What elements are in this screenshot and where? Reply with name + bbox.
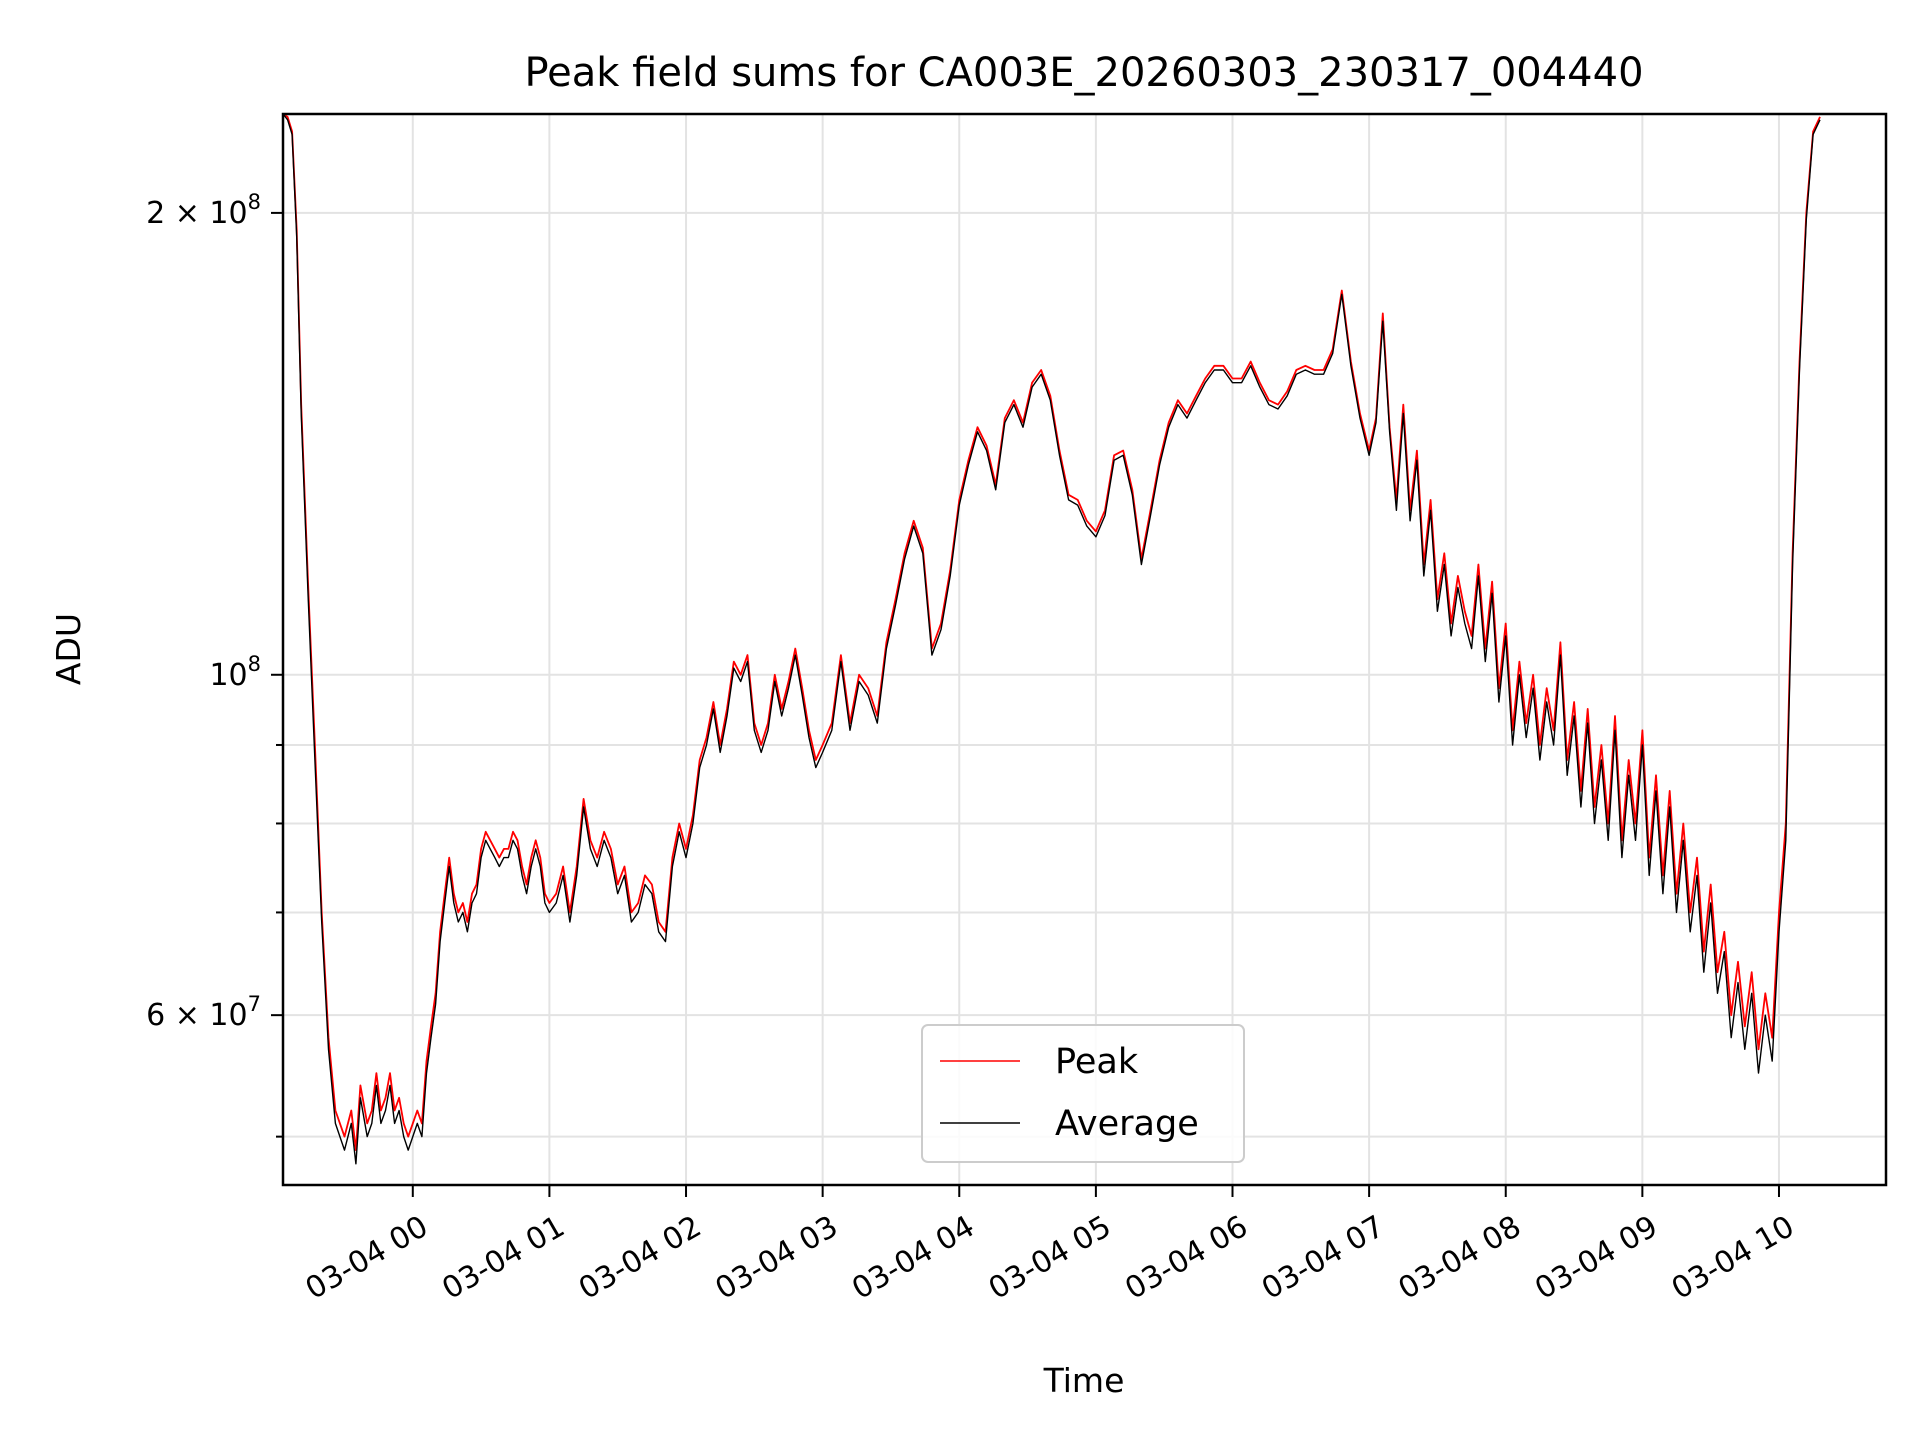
y-tick-label: 108 (209, 652, 261, 693)
x-axis-label: Time (1043, 1361, 1125, 1400)
series-line-average (282, 113, 1821, 1165)
plot-frame (281, 112, 1888, 1187)
chart-title: Peak field sums for CA003E_20260303_2303… (524, 50, 1643, 96)
y-tick-label: 2 × 108 (146, 190, 261, 231)
y-axis: 6 × 107 108 2 × 108 (146, 190, 283, 1138)
legend: Peak Average (921, 1024, 1245, 1163)
legend-average-label: Average (1055, 1104, 1199, 1144)
series-line-peak (282, 113, 1821, 1151)
legend-box (921, 1024, 1245, 1163)
y-tick-label: 6 × 107 (146, 992, 261, 1033)
legend-peak-label: Peak (1055, 1042, 1139, 1082)
y-axis-label: ADU (49, 613, 88, 685)
plot-lines (282, 113, 1821, 1165)
